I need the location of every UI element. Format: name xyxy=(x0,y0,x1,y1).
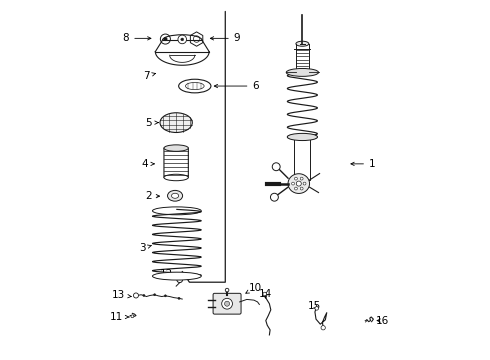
Bar xyxy=(294,137,310,180)
Text: 13: 13 xyxy=(112,291,131,301)
Text: 5: 5 xyxy=(146,118,158,128)
Circle shape xyxy=(181,38,184,41)
Text: 4: 4 xyxy=(141,159,154,169)
Circle shape xyxy=(133,293,139,298)
Circle shape xyxy=(164,37,167,41)
Circle shape xyxy=(178,297,180,300)
Circle shape xyxy=(294,187,297,190)
Circle shape xyxy=(164,295,167,297)
Ellipse shape xyxy=(172,193,179,198)
Circle shape xyxy=(321,325,325,330)
Circle shape xyxy=(131,315,134,318)
Text: 3: 3 xyxy=(140,243,151,253)
Text: 11: 11 xyxy=(110,312,129,322)
Text: 9: 9 xyxy=(210,33,241,43)
Ellipse shape xyxy=(152,207,201,215)
Ellipse shape xyxy=(286,68,318,76)
Text: 15: 15 xyxy=(308,301,321,311)
Circle shape xyxy=(221,298,232,309)
Circle shape xyxy=(177,277,183,283)
Ellipse shape xyxy=(296,41,309,46)
Text: 6: 6 xyxy=(214,81,259,91)
Polygon shape xyxy=(191,32,203,46)
Circle shape xyxy=(294,177,297,180)
Text: 2: 2 xyxy=(145,191,160,201)
Circle shape xyxy=(160,34,171,44)
Circle shape xyxy=(303,182,306,185)
Circle shape xyxy=(292,182,294,185)
Circle shape xyxy=(272,163,280,171)
Circle shape xyxy=(153,294,156,296)
Ellipse shape xyxy=(164,145,188,151)
Ellipse shape xyxy=(287,134,318,140)
Circle shape xyxy=(178,35,187,44)
Circle shape xyxy=(300,187,303,190)
FancyBboxPatch shape xyxy=(213,293,241,314)
Circle shape xyxy=(225,288,229,292)
Circle shape xyxy=(315,307,318,310)
Text: 8: 8 xyxy=(122,33,151,43)
Circle shape xyxy=(300,177,303,180)
Ellipse shape xyxy=(287,134,318,140)
Ellipse shape xyxy=(152,272,201,280)
Ellipse shape xyxy=(168,190,183,201)
Text: 14: 14 xyxy=(259,289,272,299)
Ellipse shape xyxy=(288,174,310,193)
Text: 12: 12 xyxy=(160,269,173,279)
Circle shape xyxy=(270,193,278,201)
Circle shape xyxy=(143,294,145,297)
Ellipse shape xyxy=(164,174,188,181)
Circle shape xyxy=(224,301,230,306)
Text: 10: 10 xyxy=(246,283,262,293)
Text: 1: 1 xyxy=(351,159,376,169)
Text: 16: 16 xyxy=(375,316,389,325)
FancyBboxPatch shape xyxy=(164,148,188,177)
Text: 7: 7 xyxy=(143,71,155,81)
Ellipse shape xyxy=(179,79,211,93)
Circle shape xyxy=(296,181,301,186)
Circle shape xyxy=(263,292,267,296)
Ellipse shape xyxy=(160,113,192,132)
